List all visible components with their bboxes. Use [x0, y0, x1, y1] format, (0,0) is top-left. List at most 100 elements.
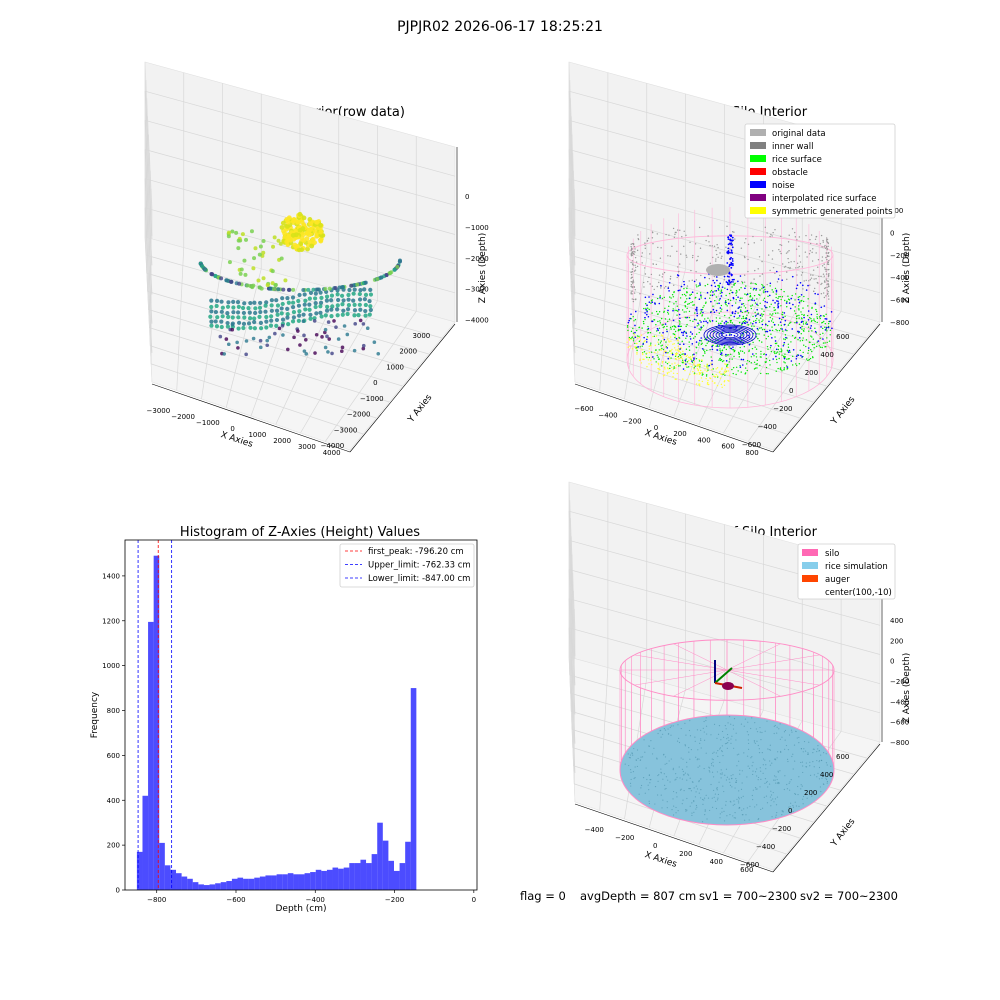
rice-simulation-point — [671, 809, 673, 811]
histogram-bar — [338, 868, 344, 890]
noise-point — [731, 262, 734, 265]
rice-simulation-point — [778, 782, 780, 784]
symmetric-point — [675, 358, 678, 361]
inner-wall-point — [813, 287, 816, 290]
rice-simulation-point — [823, 783, 825, 785]
rice-surface-point — [720, 290, 722, 292]
raw-point — [251, 336, 256, 341]
raw-plot-y-label: Y Axies — [406, 393, 435, 426]
noise-point — [778, 317, 781, 320]
symmetric-point — [693, 368, 695, 370]
grid-line — [568, 627, 576, 773]
inner-wall-point — [750, 281, 752, 284]
rice-simulation-point — [666, 801, 668, 803]
rice-surface-point — [764, 288, 766, 291]
inner-wall-point — [695, 279, 698, 281]
histogram-bar — [310, 872, 316, 890]
symmetric-point — [636, 351, 638, 354]
raw-point — [285, 237, 291, 243]
symmetric-point — [705, 377, 707, 380]
rice-simulation-point — [747, 721, 749, 723]
raw-point — [272, 235, 277, 240]
symmetric-point — [662, 354, 664, 357]
symmetric-point — [686, 354, 688, 356]
rice-simulation-point — [694, 796, 696, 798]
noise-point — [824, 329, 827, 331]
rice-simulation-point — [738, 790, 740, 792]
rice-surface-point — [634, 342, 636, 345]
rice-simulation-point — [630, 785, 632, 787]
inner-wall-point — [787, 257, 789, 260]
noise-point — [695, 308, 698, 310]
rice-simulation-point — [716, 799, 719, 801]
inner-wall-point — [825, 273, 828, 275]
noise-point — [746, 309, 749, 312]
rice-simulation-point — [772, 798, 774, 800]
noise-point — [756, 303, 758, 306]
rice-simulation-point — [726, 733, 729, 736]
symmetric-point — [678, 358, 680, 360]
raw-point — [253, 310, 258, 316]
y-tick-label: −600 — [740, 861, 759, 869]
raw-point — [248, 325, 253, 330]
histogram-bar — [220, 882, 227, 890]
rice-simulation-point — [797, 785, 799, 788]
rice-surface-point — [703, 351, 706, 353]
rice-simulation-point — [703, 739, 706, 741]
inner-wall-point — [827, 263, 830, 266]
noise-point — [764, 290, 767, 293]
rice-simulation-point — [717, 733, 720, 736]
rice-surface-point — [654, 349, 657, 351]
rice-simulation-point — [634, 766, 636, 768]
legend-entry: interpolated rice surface — [772, 194, 877, 204]
rice-simulation-point — [646, 778, 648, 781]
symmetric-point — [676, 356, 679, 358]
z-tick-label: 200 — [890, 207, 903, 215]
rice-surface-point — [647, 325, 649, 328]
rice-surface-point — [642, 320, 645, 323]
inner-wall-point — [631, 270, 634, 273]
raw-point — [352, 313, 357, 318]
rice-simulation-point — [789, 806, 791, 808]
raw-3d-plot: 3D Plot of Silo Interior(row data) −3000… — [144, 61, 489, 457]
noise-point — [667, 357, 670, 360]
noise-point — [728, 334, 731, 336]
noise-point — [790, 297, 793, 300]
rice-simulation-point — [735, 739, 737, 741]
rice-surface-point — [794, 306, 796, 308]
inner-wall-point — [655, 263, 658, 266]
raw-point — [236, 346, 240, 350]
rice-surface-point — [784, 338, 786, 341]
rice-surface-point — [762, 285, 764, 287]
rice-surface-point — [783, 361, 785, 363]
noise-point — [775, 355, 777, 358]
symmetric-point — [680, 346, 682, 349]
rice-surface-point — [630, 330, 633, 333]
rice-simulation-point — [733, 718, 736, 720]
rice-surface-point — [807, 326, 810, 328]
rice-surface-point — [783, 290, 785, 293]
raw-point — [225, 320, 230, 326]
inner-wall-point — [759, 275, 761, 277]
rice-surface-point — [780, 324, 782, 327]
rice-simulation-point — [729, 784, 732, 787]
raw-point — [279, 306, 284, 311]
rice-surface-point — [752, 315, 754, 318]
symmetric-point — [723, 372, 726, 375]
rice-simulation-point — [745, 814, 747, 816]
raw-point — [235, 340, 239, 345]
symmetric-point — [698, 373, 701, 375]
rice-simulation-point — [693, 799, 695, 802]
noise-point — [719, 297, 721, 300]
rice-simulation-point — [754, 806, 756, 808]
rice-surface-point — [741, 311, 744, 314]
grid-line — [568, 511, 576, 657]
raw-point — [230, 322, 235, 327]
raw-point — [219, 309, 224, 314]
rice-simulation-point — [806, 790, 809, 792]
noise-point — [645, 308, 647, 311]
rice-surface-point — [676, 314, 678, 316]
raw-point — [318, 300, 324, 305]
symmetric-point — [658, 372, 660, 374]
